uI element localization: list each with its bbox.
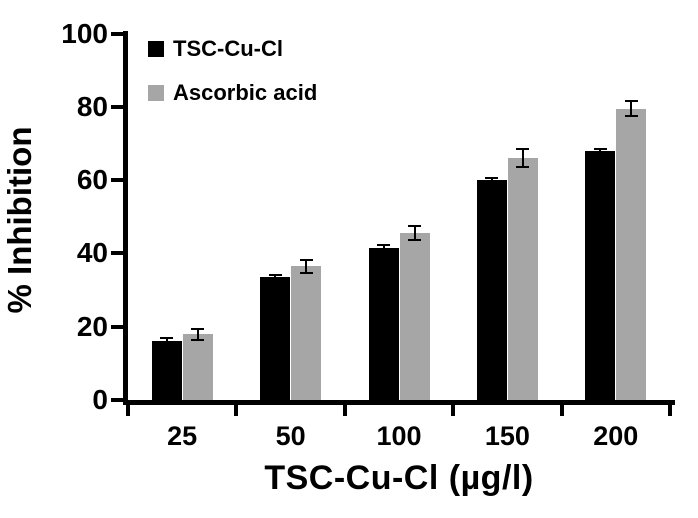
y-tick-label: 0	[92, 384, 108, 415]
y-tick-label: 100	[61, 17, 108, 49]
x-tick-mark	[126, 404, 130, 416]
x-category-label: 50	[275, 421, 306, 451]
y-tick-label: 40	[76, 237, 108, 269]
y-tick-mark	[111, 178, 123, 183]
bar-tsc-cu-cl-200	[585, 150, 616, 400]
error-bar-line	[305, 259, 308, 273]
error-bar-line	[165, 337, 168, 346]
bar-ascorbic-acid-150	[507, 158, 538, 400]
x-category-label: 200	[593, 421, 639, 451]
error-bar-cap-top	[593, 147, 607, 150]
error-bar-cap-top	[299, 258, 313, 261]
legend-swatch-black-icon	[148, 41, 164, 57]
bar-tsc-cu-cl-150	[476, 180, 507, 400]
legend: TSC-Cu-Cl Ascorbic acid	[148, 38, 317, 126]
x-tick-mark	[451, 404, 456, 416]
error-bar-line	[196, 328, 199, 340]
legend-label-ascorbic-acid: Ascorbic acid	[173, 80, 318, 105]
bar-tsc-cu-cl-100	[368, 247, 399, 400]
error-bar-cap-top	[160, 336, 174, 339]
error-bar-line	[521, 149, 524, 167]
y-tick-mark	[111, 251, 123, 256]
error-bar-line	[490, 177, 493, 183]
error-bar-cap-top	[516, 148, 530, 151]
bar-tsc-cu-cl-50	[260, 277, 291, 400]
error-bar-line	[599, 148, 602, 153]
y-axis-line	[123, 31, 128, 405]
error-bar-cap-top	[624, 100, 638, 103]
y-tick-mark	[111, 31, 123, 36]
error-bar-cap-bottom	[516, 165, 530, 168]
x-category-label: 150	[484, 421, 530, 451]
bar-ascorbic-acid-100	[399, 233, 430, 400]
error-bar-cap-bottom	[191, 338, 205, 341]
error-bar-cap-bottom	[485, 181, 499, 184]
error-bar-cap-top	[268, 273, 282, 276]
y-tick-mark	[111, 324, 123, 329]
x-tick-mark	[234, 404, 239, 416]
error-bar-cap-top	[408, 225, 421, 228]
y-tick-mark	[111, 104, 123, 109]
error-bar-line	[382, 244, 385, 251]
error-bar-line	[413, 226, 416, 241]
legend-swatch-gray-icon	[148, 85, 164, 101]
error-bar-cap-bottom	[299, 271, 313, 274]
bar-ascorbic-acid-200	[616, 108, 647, 400]
error-bar-line	[274, 274, 277, 280]
error-bar-line	[630, 101, 633, 116]
bar-tsc-cu-cl-25	[151, 341, 182, 400]
legend-item-ascorbic-acid: Ascorbic acid	[148, 82, 317, 104]
y-tick-label: 60	[76, 164, 108, 196]
error-bar-cap-bottom	[377, 249, 390, 252]
error-bar-cap-bottom	[624, 114, 638, 117]
error-bar-cap-bottom	[160, 344, 174, 347]
y-tick-label: 80	[76, 90, 108, 122]
x-category-label: 100	[376, 421, 422, 451]
bar-ascorbic-acid-25	[182, 334, 213, 400]
error-bar-cap-bottom	[408, 239, 421, 242]
error-bar-cap-top	[485, 176, 499, 179]
legend-label-tsc-cu-cl: TSC-Cu-Cl	[173, 36, 283, 61]
y-tick-mark	[111, 398, 123, 402]
x-axis-title: TSC-Cu-Cl (µg/l)	[264, 459, 534, 497]
x-tick-mark	[342, 404, 347, 416]
x-category-label: 25	[167, 421, 198, 451]
legend-item-tsc-cu-cl: TSC-Cu-Cl	[148, 38, 317, 60]
y-axis-title: % Inhibition	[1, 126, 38, 314]
error-bar-cap-top	[191, 327, 205, 330]
error-bar-cap-top	[377, 243, 390, 246]
error-bar-cap-bottom	[593, 151, 607, 154]
y-tick-label: 20	[76, 310, 108, 342]
x-axis-line	[123, 400, 675, 405]
x-tick-mark	[559, 404, 564, 416]
bar-ascorbic-acid-50	[291, 266, 322, 400]
x-tick-mark	[668, 404, 672, 416]
error-bar-cap-bottom	[268, 278, 282, 281]
